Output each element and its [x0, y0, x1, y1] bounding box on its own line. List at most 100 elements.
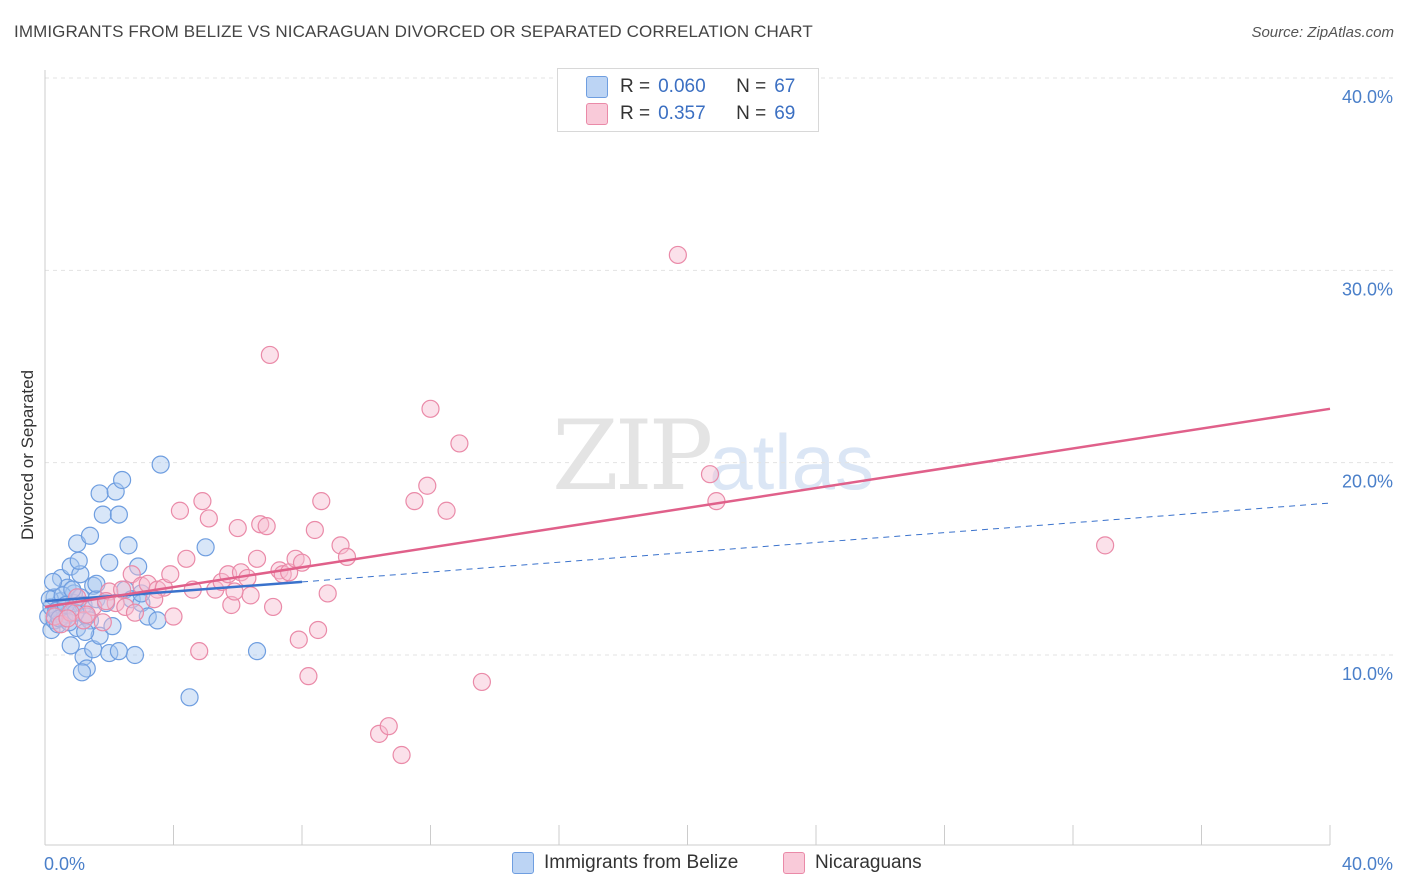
- nicaraguan-point: [305, 520, 324, 540]
- legend-r-label: R =: [620, 103, 651, 124]
- nicaraguan-point: [668, 245, 687, 265]
- nicaraguans-swatch: [586, 103, 608, 125]
- nicaraguan-point: [177, 549, 196, 568]
- belize-point: [109, 505, 128, 524]
- belize-swatch: [586, 76, 608, 98]
- belize-point: [106, 482, 125, 501]
- nicaraguan-point: [260, 345, 279, 365]
- belize-point: [112, 470, 132, 490]
- nicaraguan-point: [308, 620, 328, 640]
- nicaraguan-point: [312, 492, 331, 511]
- belize-point: [80, 526, 100, 545]
- nicaraguan-point: [437, 501, 456, 520]
- belize-trend-line: [44, 580, 303, 603]
- belize-trend-extension: [301, 502, 1331, 583]
- nicaraguan-point: [418, 476, 437, 495]
- belize-point: [109, 642, 128, 661]
- y-tick-label: 10.0%: [1342, 664, 1393, 684]
- nicaraguan-point: [318, 584, 337, 603]
- nicaraguan-point: [125, 603, 145, 622]
- legend-n-value: 69: [774, 103, 796, 124]
- belize-point: [148, 611, 167, 630]
- nicaraguan-point: [289, 630, 308, 649]
- belize-point: [74, 647, 93, 667]
- x-tick-label: 40.0%: [1342, 854, 1393, 874]
- belize-legend-swatch: [512, 852, 534, 874]
- nicaraguan-point: [299, 667, 318, 686]
- nicaraguan-point: [405, 492, 424, 511]
- nicaraguan-point: [392, 745, 411, 765]
- nicaraguan-point: [379, 717, 398, 736]
- nicaraguan-point: [331, 536, 350, 555]
- nicaraguan-point: [472, 672, 491, 692]
- legend-n-label: N =: [736, 76, 767, 97]
- nicaraguan-point: [241, 586, 260, 605]
- bottom-legend-nicaraguans: Nicaraguans: [783, 852, 922, 874]
- nicaraguans-legend-label: Nicaraguans: [815, 852, 922, 873]
- belize-point: [196, 538, 215, 557]
- belize-point: [72, 663, 92, 682]
- belize-point: [71, 565, 90, 584]
- nicaraguan-point: [74, 611, 93, 630]
- nicaraguan-point: [222, 595, 241, 615]
- nicaraguan-trend-line: [44, 407, 1331, 609]
- belize-point: [84, 576, 103, 595]
- belize-legend-label: Immigrants from Belize: [544, 852, 739, 873]
- belize-point: [43, 572, 63, 592]
- nicaraguan-point: [193, 492, 212, 511]
- nicaraguan-point: [228, 518, 247, 538]
- belize-point: [90, 626, 109, 645]
- belize-point: [247, 642, 267, 661]
- nicaraguan-point: [161, 565, 180, 584]
- legend-r-value: 0.357: [658, 103, 706, 124]
- belize-point: [90, 484, 109, 503]
- y-tick-label: 40.0%: [1342, 87, 1393, 107]
- belize-point: [93, 505, 112, 524]
- nicaraguan-point: [93, 613, 112, 632]
- y-axis-label: Divorced or Separated: [18, 370, 37, 540]
- nicaraguan-point: [247, 549, 267, 568]
- legend-n-label: N =: [736, 103, 767, 124]
- nicaraguan-point: [421, 399, 440, 418]
- bottom-legend-belize: Immigrants from Belize: [512, 852, 738, 874]
- nicaraguan-point: [58, 609, 77, 628]
- chart-title: IMMIGRANTS FROM BELIZE VS NICARAGUAN DIV…: [14, 22, 813, 41]
- belize-point: [119, 536, 138, 555]
- watermark-zip: ZIP: [552, 400, 713, 512]
- legend-row-belize: R = 0.060 N = 67: [586, 74, 795, 100]
- y-tick-label: 20.0%: [1342, 472, 1393, 492]
- nicaraguan-point: [707, 492, 726, 511]
- y-tick-label: 30.0%: [1342, 279, 1393, 299]
- x-tick-label: 0.0%: [44, 854, 85, 874]
- nicaraguan-point: [251, 515, 270, 534]
- nicaraguan-point: [450, 434, 469, 453]
- belize-point: [69, 551, 88, 570]
- legend-r-label: R =: [620, 76, 651, 97]
- belize-point: [103, 617, 122, 636]
- belize-point: [180, 688, 199, 707]
- nicaraguan-point: [116, 597, 135, 617]
- belize-point: [61, 636, 80, 655]
- legend-r-value: 0.060: [658, 76, 706, 97]
- belize-point: [100, 553, 119, 572]
- belize-point: [151, 455, 170, 474]
- nicaraguans-legend-swatch: [783, 852, 805, 874]
- nicaraguan-point: [199, 509, 218, 528]
- nicaraguan-point: [170, 501, 190, 520]
- nicaraguan-point: [1096, 536, 1115, 555]
- nicaraguan-point: [700, 465, 720, 484]
- nicaraguan-point: [238, 568, 257, 588]
- nicaraguan-point: [77, 605, 96, 624]
- legend-row-nicaraguans: R = 0.357 N = 69: [586, 101, 795, 127]
- nicaraguan-point: [190, 642, 209, 661]
- belize-point: [125, 645, 145, 665]
- nicaraguan-point: [337, 547, 357, 567]
- legend-n-value: 67: [774, 76, 796, 97]
- nicaraguan-point: [263, 597, 283, 617]
- nicaraguan-point: [164, 607, 183, 626]
- nicaraguan-point: [370, 724, 389, 743]
- nicaraguan-point: [257, 517, 276, 536]
- source-credit: Source: ZipAtlas.com: [1251, 24, 1394, 41]
- watermark: ZIPatlas: [552, 400, 874, 512]
